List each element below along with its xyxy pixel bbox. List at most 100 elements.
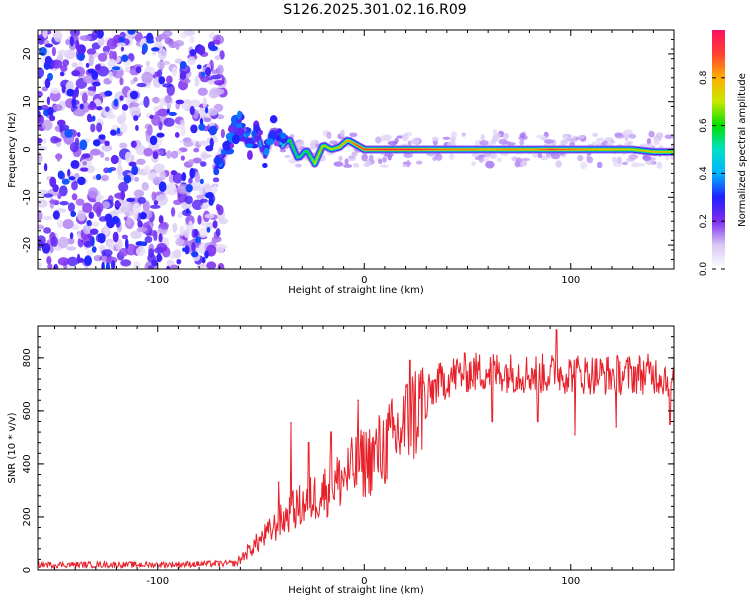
heatmap-noise-peak [77,51,86,61]
colorbar-ticks: 0.0 0.2 0.4 0.6 0.8 [699,70,725,276]
heatmap-noise-blob [142,200,150,212]
heatmap-noise-blob [157,60,165,70]
heatmap-noise-blob [50,87,60,94]
heatmap-noise-peak [112,231,119,243]
spectrogram-x-tick-label: 100 [561,275,580,286]
heatmap-noise-blob [53,30,63,43]
heatmap-noise-peak [110,154,119,165]
snr-x-tick-label: 0 [361,576,367,587]
heatmap-noise-peak [121,54,129,63]
heatmap-noise-blob [151,97,161,104]
heatmap-noise-blob [86,48,97,55]
heatmap-noise-peak [98,134,106,140]
snr-y-ticks: 0 200 400 600 800 [22,325,674,573]
heatmap-transition-blob [273,140,280,147]
spectrogram-x-tick-label: -100 [146,275,169,286]
heatmap-noise-blob [81,92,88,104]
heatmap-noise-peak [111,216,120,225]
heatmap-noise-blob [38,91,43,98]
heatmap-noise-blob [191,241,196,253]
heatmap-noise-peak [75,39,80,51]
heatmap-noise-peak [44,55,52,65]
heatmap-band-blob [624,134,629,142]
heatmap-noise-blob [101,174,109,182]
heatmap-transition-blob [245,143,254,149]
heatmap-noise-peak [189,167,195,179]
heatmap-noise-peak [92,139,101,147]
heatmap-noise-blob [159,221,169,230]
heatmap-noise-blob [145,60,150,67]
heatmap-band-blob [648,130,655,138]
heatmap-noise-peak [41,243,50,249]
heatmap-noise-peak [120,189,125,201]
heatmap-noise-peak [70,159,80,169]
heatmap-noise-peak [127,30,136,35]
heatmap-noise-peak [156,132,165,138]
snr-spike-point [330,431,333,433]
heatmap-noise-blob [86,249,94,256]
heatmap-band-blob [434,153,443,161]
heatmap-noise-blob [203,184,212,193]
heatmap-band-blob [442,136,451,140]
heatmap-band-blob [622,132,630,136]
figure-title: S126.2025.301.02.16.R09 [283,2,466,18]
heatmap-noise-peak [110,259,116,269]
heatmap-band-blob [628,154,639,160]
heatmap-noise-blob [75,198,85,206]
heatmap-noise-blob [143,165,151,174]
heatmap-noise-blob [143,147,153,157]
heatmap-noise-peak [184,245,190,255]
heatmap-band-blob [310,139,319,145]
heatmap-noise-blob [141,182,149,191]
heatmap-noise-blob [199,161,207,167]
heatmap-noise-peak [128,161,137,167]
heatmap-noise-blob [166,104,172,110]
heatmap-band-blob [631,162,640,168]
snr-series-group [38,329,674,570]
heatmap-noise-peak [212,220,218,229]
heatmap-noise-blob [190,185,201,191]
spectrogram-y-tick-label: -20 [22,237,33,253]
heatmap-band-blob [450,131,458,139]
snr-x-tick-label: 100 [561,576,580,587]
heatmap-noise-peak [48,115,56,122]
heatmap-noise-blob [214,55,221,61]
heatmap-noise-blob [158,48,167,61]
heatmap-noise-blob [155,110,165,116]
heatmap-noise-blob [129,105,141,118]
heatmap-noise-peak [170,170,178,176]
heatmap-band-blob [284,154,291,158]
heatmap-band-blob [296,141,305,147]
heatmap-band-blob [449,153,455,161]
heatmap-noise-peak [158,76,166,85]
heatmap-noise-blob [41,138,47,144]
heatmap-noise-peak [196,64,202,70]
heatmap-noise-blob [151,191,157,201]
heatmap-noise-blob [169,264,180,269]
heatmap-transition-blob [269,115,278,124]
snr-dip-point [491,420,494,423]
snr-y-tick-label: 800 [22,348,33,367]
snr-y-tick-label: 0 [22,567,33,573]
heatmap-noise-peak [71,97,77,109]
heatmap-noise-peak [201,256,206,264]
heatmap-noise-blob [67,202,76,212]
heatmap-noise-blob [156,242,168,253]
heatmap-noise-peak [151,47,160,52]
heatmap-noise-peak [91,246,97,253]
heatmap-noise-peak [74,86,79,98]
heatmap-band-blob [543,139,554,144]
heatmap-noise-peak [174,131,180,138]
snr-x-tick-label: -100 [146,576,169,587]
colorbar-tick-label: 0.8 [699,70,709,85]
snr-spike-point [307,441,310,444]
heatmap-noise-blob [93,254,103,262]
heatmap-noise-blob [90,148,102,156]
heatmap-noise-blob [141,71,153,84]
heatmap-transition-blob [229,143,235,149]
heatmap-noise-blob [82,202,93,214]
heatmap-noise-peak [182,247,187,252]
heatmap-noise-peak [101,261,105,269]
